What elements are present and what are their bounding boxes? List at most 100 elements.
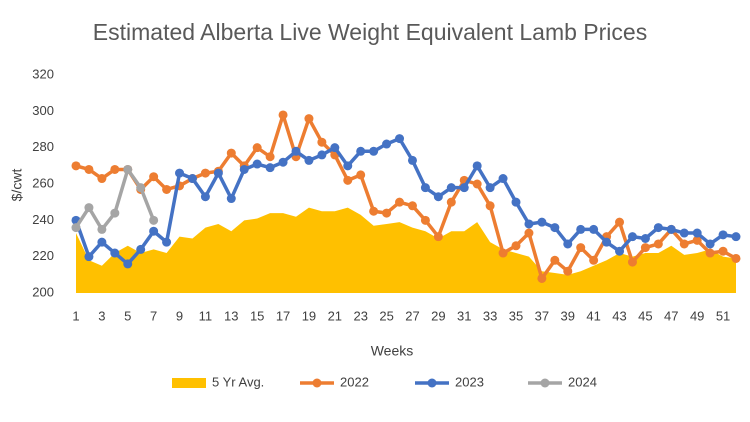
x-tick-label: 45 bbox=[638, 308, 652, 323]
x-tick-label: 27 bbox=[405, 308, 419, 323]
marker bbox=[563, 239, 573, 249]
y-tick-label: 280 bbox=[32, 139, 54, 154]
marker bbox=[524, 219, 534, 229]
marker bbox=[278, 110, 288, 120]
marker bbox=[537, 217, 547, 227]
x-tick-label: 35 bbox=[509, 308, 523, 323]
marker bbox=[304, 114, 314, 124]
marker bbox=[407, 201, 417, 211]
marker bbox=[627, 257, 637, 267]
marker bbox=[679, 239, 689, 249]
marker bbox=[692, 235, 702, 245]
marker bbox=[589, 255, 599, 265]
line bbox=[74, 136, 737, 266]
marker bbox=[291, 146, 301, 156]
marker bbox=[472, 179, 482, 189]
x-tick-label: 41 bbox=[586, 308, 600, 323]
x-axis-title: Weeks bbox=[371, 343, 414, 359]
marker bbox=[226, 148, 236, 158]
marker bbox=[679, 228, 689, 238]
legend-label: 2024 bbox=[568, 374, 597, 389]
marker bbox=[265, 163, 275, 173]
marker bbox=[343, 175, 353, 185]
marker bbox=[731, 232, 741, 242]
marker bbox=[304, 155, 314, 165]
marker bbox=[615, 246, 625, 256]
x-tick-label: 15 bbox=[250, 308, 264, 323]
marker bbox=[524, 228, 534, 238]
x-tick-label: 39 bbox=[561, 308, 575, 323]
x-tick-label: 49 bbox=[690, 308, 704, 323]
x-tick-label: 51 bbox=[716, 308, 730, 323]
marker bbox=[356, 146, 366, 156]
marker bbox=[162, 237, 172, 247]
marker bbox=[252, 159, 262, 169]
y-tick-label: 220 bbox=[32, 248, 54, 263]
marker bbox=[589, 224, 599, 234]
marker bbox=[84, 203, 94, 213]
marker bbox=[602, 237, 612, 247]
marker bbox=[162, 184, 172, 194]
marker bbox=[692, 228, 702, 238]
marker bbox=[382, 139, 392, 149]
chart-title: Estimated Alberta Live Weight Equivalent… bbox=[93, 19, 647, 45]
marker bbox=[563, 266, 573, 276]
legend-marker bbox=[427, 378, 437, 388]
marker bbox=[627, 232, 637, 242]
marker bbox=[110, 208, 120, 218]
marker bbox=[97, 237, 107, 247]
marker bbox=[653, 223, 663, 233]
x-tick-label: 1 bbox=[72, 308, 79, 323]
marker bbox=[498, 248, 508, 258]
marker bbox=[123, 259, 133, 269]
marker bbox=[382, 208, 392, 218]
marker bbox=[472, 161, 482, 171]
marker bbox=[71, 161, 81, 171]
x-tick-label: 5 bbox=[124, 308, 131, 323]
marker bbox=[110, 164, 120, 174]
marker bbox=[330, 143, 340, 153]
marker bbox=[433, 232, 443, 242]
marker bbox=[550, 255, 560, 265]
marker bbox=[252, 143, 262, 153]
y-tick-label: 260 bbox=[32, 175, 54, 190]
marker bbox=[226, 194, 236, 204]
marker bbox=[718, 230, 728, 240]
marker bbox=[459, 183, 469, 193]
x-tick-label: 37 bbox=[535, 308, 549, 323]
x-tick-label: 31 bbox=[457, 308, 471, 323]
marker bbox=[433, 192, 443, 202]
marker bbox=[446, 197, 456, 207]
x-tick-label: 3 bbox=[98, 308, 105, 323]
x-tick-label: 19 bbox=[302, 308, 316, 323]
marker bbox=[576, 243, 586, 253]
legend-label: 2022 bbox=[340, 374, 369, 389]
y-tick-label: 240 bbox=[32, 212, 54, 227]
x-tick-label: 29 bbox=[431, 308, 445, 323]
x-tick-label: 17 bbox=[276, 308, 290, 323]
marker bbox=[239, 164, 249, 174]
x-tick-label: 25 bbox=[379, 308, 393, 323]
marker bbox=[278, 157, 288, 167]
marker bbox=[407, 155, 417, 165]
x-tick-label: 9 bbox=[176, 308, 183, 323]
marker bbox=[485, 183, 495, 193]
marker bbox=[731, 253, 741, 263]
line bbox=[74, 167, 156, 232]
marker bbox=[395, 197, 405, 207]
x-tick-label: 11 bbox=[199, 308, 213, 323]
marker bbox=[110, 248, 120, 258]
area bbox=[76, 207, 736, 293]
y-tick-label: 200 bbox=[32, 284, 54, 299]
x-tick-label: 23 bbox=[353, 308, 367, 323]
marker bbox=[615, 217, 625, 227]
marker bbox=[149, 172, 159, 182]
marker bbox=[640, 243, 650, 253]
marker bbox=[265, 152, 275, 162]
marker bbox=[356, 170, 366, 180]
x-tick-label: 43 bbox=[612, 308, 626, 323]
marker bbox=[84, 164, 94, 174]
y-axis-title: $/cwt bbox=[9, 169, 25, 202]
legend-marker bbox=[540, 378, 550, 388]
